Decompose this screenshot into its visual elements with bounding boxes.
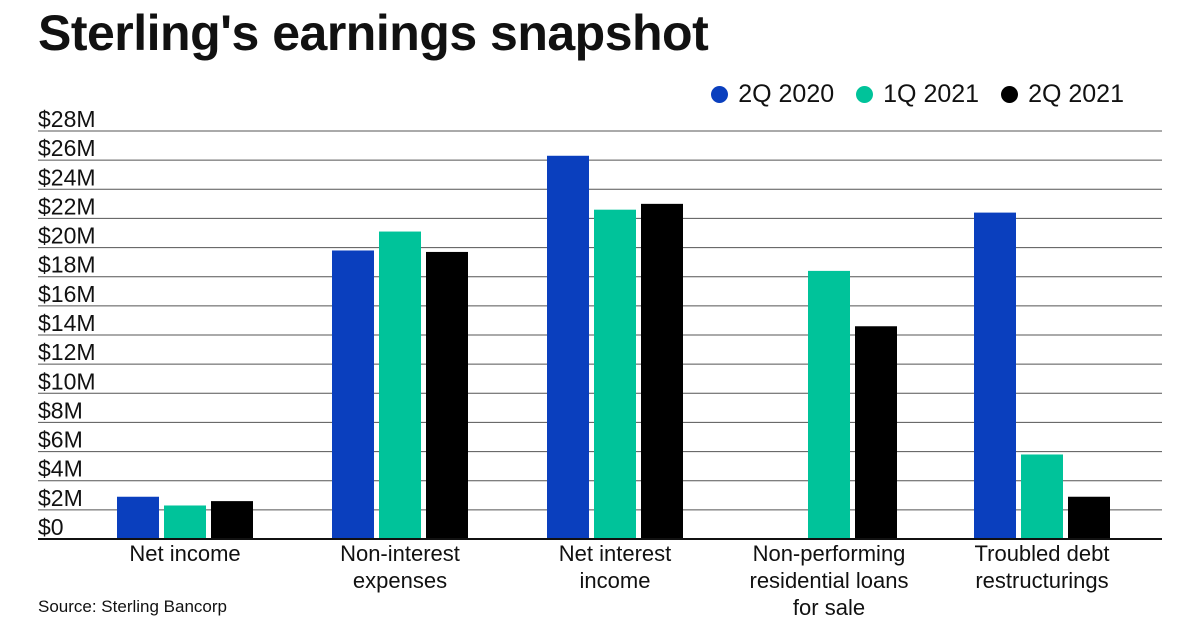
x-tick-label: income [580,568,651,593]
legend: 2Q 2020 1Q 2021 2Q 2021 [711,80,1124,109]
y-tick-label: $28M [38,106,96,132]
legend-item: 2Q 2021 [1001,80,1124,109]
y-tick-label: $2M [38,485,83,511]
y-tick-label: $22M [38,193,96,219]
legend-swatch [856,86,874,103]
x-tick-label: Net interest [559,541,672,566]
y-tick-label: $14M [38,310,96,336]
x-tick-label: Troubled debt [975,541,1110,566]
bar [1068,496,1110,539]
x-tick-label: residential loans [750,568,909,593]
legend-item: 2Q 2020 [711,80,834,109]
y-tick-label: $6M [38,427,83,453]
bar [426,251,468,539]
y-tick-label: $20M [38,223,96,249]
bar [855,326,897,539]
bar [594,209,636,539]
chart-title: Sterling's earnings snapshot [38,5,709,61]
y-tick-label: $12M [38,339,96,365]
y-tick-label: $10M [38,368,96,394]
bar [332,250,374,539]
bar [379,231,421,540]
legend-swatch [1001,86,1019,103]
legend-item: 1Q 2021 [856,80,979,109]
y-tick-label: $0 [38,514,64,540]
x-tick-label: expenses [353,568,447,593]
y-tick-label: $16M [38,281,96,307]
bar [974,212,1016,539]
y-tick-label: $26M [38,135,96,161]
bar [211,501,253,539]
x-tick-label: Non-performing [753,541,906,566]
bar [641,203,683,539]
bar [164,505,206,539]
x-tick-label: Non-interest [340,541,460,566]
y-tick-label: $4M [38,456,83,482]
y-tick-label: $8M [38,397,83,423]
bar [1021,454,1063,539]
x-tick-label: restructurings [975,568,1108,593]
y-tick-label: $24M [38,164,96,190]
bar [547,155,589,539]
legend-label: 1Q 2021 [883,80,980,108]
bar [117,496,159,539]
x-tick-label: Net income [129,541,240,566]
bar [808,270,850,539]
legend-swatch [711,86,729,103]
source-note: Source: Sterling Bancorp [38,597,227,616]
x-tick-label: for sale [793,595,865,620]
y-tick-label: $18M [38,252,96,278]
legend-label: 2Q 2020 [738,80,835,108]
legend-label: 2Q 2021 [1028,80,1124,108]
